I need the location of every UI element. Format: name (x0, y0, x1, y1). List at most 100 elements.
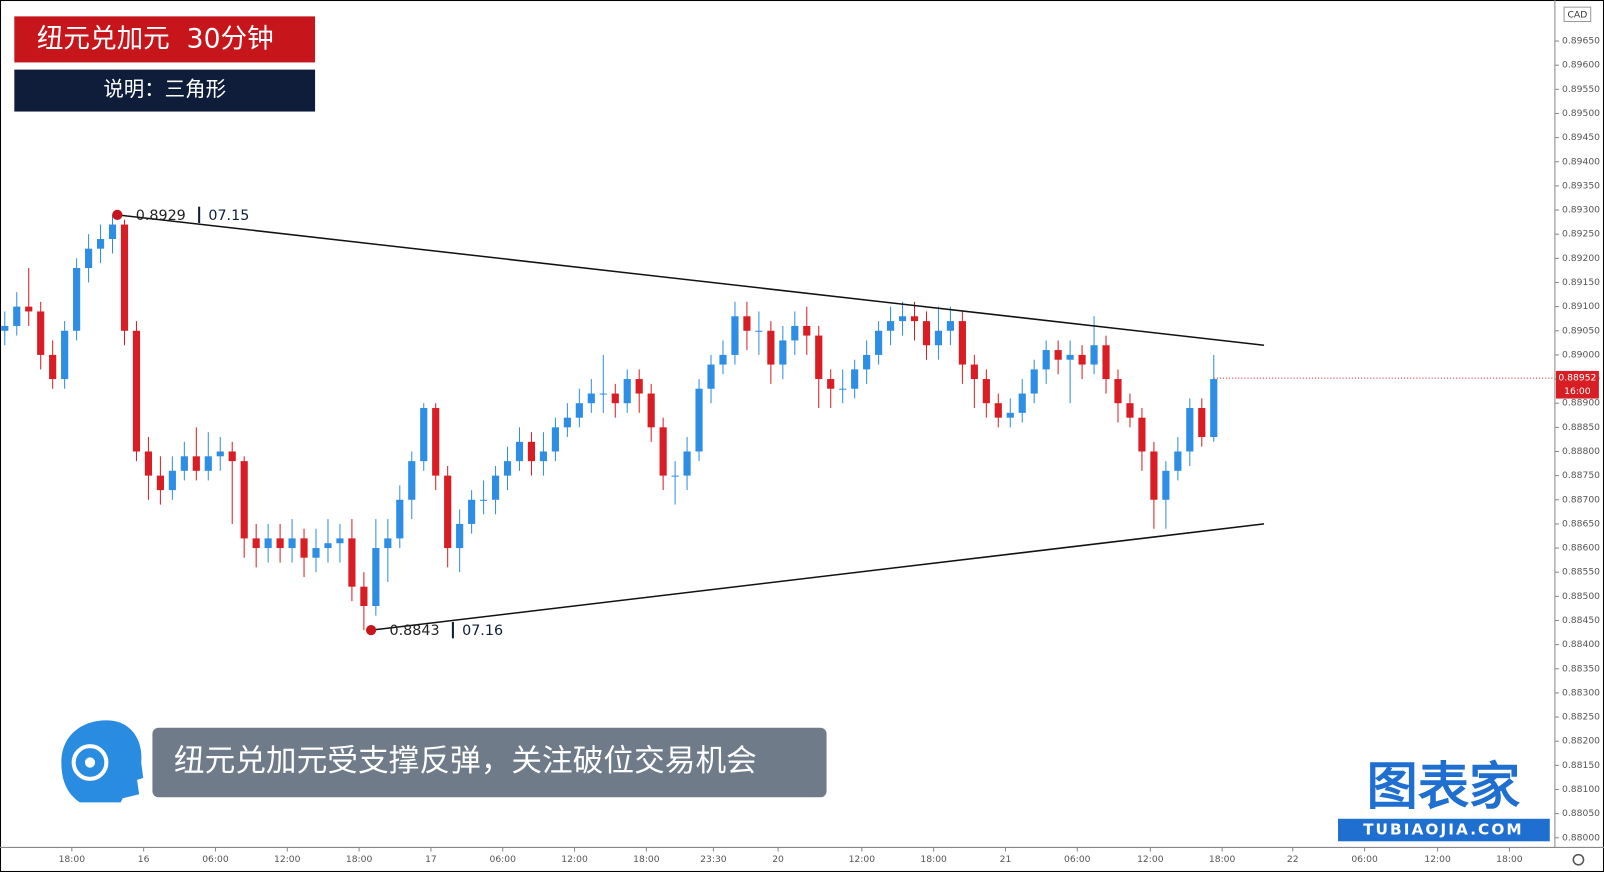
candle-body (180, 456, 188, 471)
candle-body (611, 393, 619, 404)
y-tick-label: 0.88100 (1562, 784, 1600, 795)
candle-body (599, 393, 607, 395)
candle-body (1114, 379, 1122, 404)
candle-body (312, 548, 320, 558)
candle-body (288, 538, 296, 549)
candle-body (1018, 393, 1026, 413)
candle-body (432, 408, 440, 476)
candle-body (300, 538, 308, 558)
candle-body (623, 379, 631, 404)
pivot-price: 0.8843 (389, 623, 439, 639)
candle-body (480, 499, 488, 501)
settings-icon[interactable] (1572, 853, 1585, 866)
candle-body (982, 379, 990, 404)
candle-body (647, 393, 655, 428)
candle-body (1174, 451, 1182, 471)
x-tick-label: 20 (772, 854, 784, 865)
candle-body (587, 393, 595, 404)
candle-body (1030, 369, 1038, 394)
candle-body (527, 441, 536, 462)
candle-body (659, 427, 667, 476)
candle-body (551, 427, 559, 452)
y-tick-label: 0.89300 (1562, 205, 1600, 216)
candle-body (898, 316, 907, 322)
candle-body (563, 417, 571, 428)
candle-body (25, 306, 33, 312)
candle-body (1186, 408, 1194, 452)
candle-body (13, 306, 21, 326)
candle-body (240, 461, 248, 539)
logo-ear (71, 744, 109, 781)
y-tick-label: 0.89350 (1562, 180, 1600, 191)
candle-body (994, 403, 1002, 418)
y-tick-label: 0.89400 (1562, 156, 1600, 167)
trendline (117, 214, 1265, 347)
candle-body (707, 364, 715, 389)
y-tick-label: 0.88150 (1562, 760, 1600, 771)
candle-body (743, 316, 751, 331)
logo (61, 720, 144, 803)
watermark-url: TUBIAOJIA.COM (1363, 821, 1524, 839)
x-tick-label: 21 (1000, 854, 1012, 865)
candle-body (108, 224, 117, 240)
candle-body (671, 475, 679, 477)
candle-body (444, 475, 452, 549)
x-tick-label: 12:00 (561, 854, 588, 865)
x-tick-label: 06:00 (1064, 854, 1091, 865)
x-tick-label: 06:00 (489, 854, 516, 865)
candle-body (731, 316, 739, 355)
candle-body (1054, 350, 1062, 360)
y-tick-label: 0.88350 (1562, 663, 1600, 674)
candle-body (719, 354, 727, 365)
candle-body (252, 538, 260, 549)
y-tick-label: 0.89600 (1562, 60, 1600, 71)
x-tick-label: 06:00 (202, 854, 229, 865)
candle-body (1162, 470, 1170, 500)
x-tick-label: 17 (425, 854, 437, 865)
candle-body (1102, 345, 1110, 380)
y-tick-label: 0.88900 (1562, 398, 1600, 409)
countdown: 16:00 (1564, 386, 1591, 397)
candle-body (970, 364, 978, 380)
trendline (370, 523, 1265, 631)
candle-body (635, 379, 643, 394)
x-tick-label: 23:30 (700, 854, 727, 865)
y-tick-label: 0.88000 (1562, 832, 1600, 843)
candle-body (144, 451, 153, 476)
candle-body (1006, 412, 1014, 418)
subtitle-box (14, 69, 316, 112)
candle-body (396, 499, 404, 539)
candle-body (456, 523, 464, 549)
watermark: 图表家 (1367, 758, 1520, 817)
candle-body (408, 461, 416, 500)
candle-body (515, 441, 524, 462)
subtitle: 说明：三角形 (103, 77, 226, 101)
y-tick-label: 0.89550 (1562, 84, 1600, 95)
currency: CAD (1568, 9, 1588, 20)
candle-body (910, 316, 919, 322)
pivot-date: 07.15 (208, 208, 249, 224)
y-tick-label: 0.89000 (1562, 349, 1600, 360)
candle-body (372, 548, 380, 607)
x-tick-label: 06:00 (1351, 854, 1378, 865)
candle-body (827, 379, 835, 389)
candle-body (958, 321, 966, 365)
candle-body (276, 538, 284, 549)
x-tick-label: 12:00 (1424, 854, 1451, 865)
x-tick-label: 18:00 (1496, 854, 1523, 865)
candle-body (156, 475, 164, 491)
candle-body (1, 325, 9, 331)
candle-body (791, 325, 799, 341)
candle-body (1078, 354, 1086, 365)
candle-body (886, 321, 895, 331)
x-tick-label: 18:00 (59, 854, 86, 865)
candle-body (1150, 451, 1158, 500)
candle-body (228, 451, 236, 462)
candle-body (264, 538, 272, 549)
x-tick-label: 18:00 (1209, 854, 1236, 865)
last-price-box (1555, 370, 1599, 399)
x-tick-label: 12:00 (1137, 854, 1164, 865)
y-tick-label: 0.89100 (1562, 301, 1600, 312)
